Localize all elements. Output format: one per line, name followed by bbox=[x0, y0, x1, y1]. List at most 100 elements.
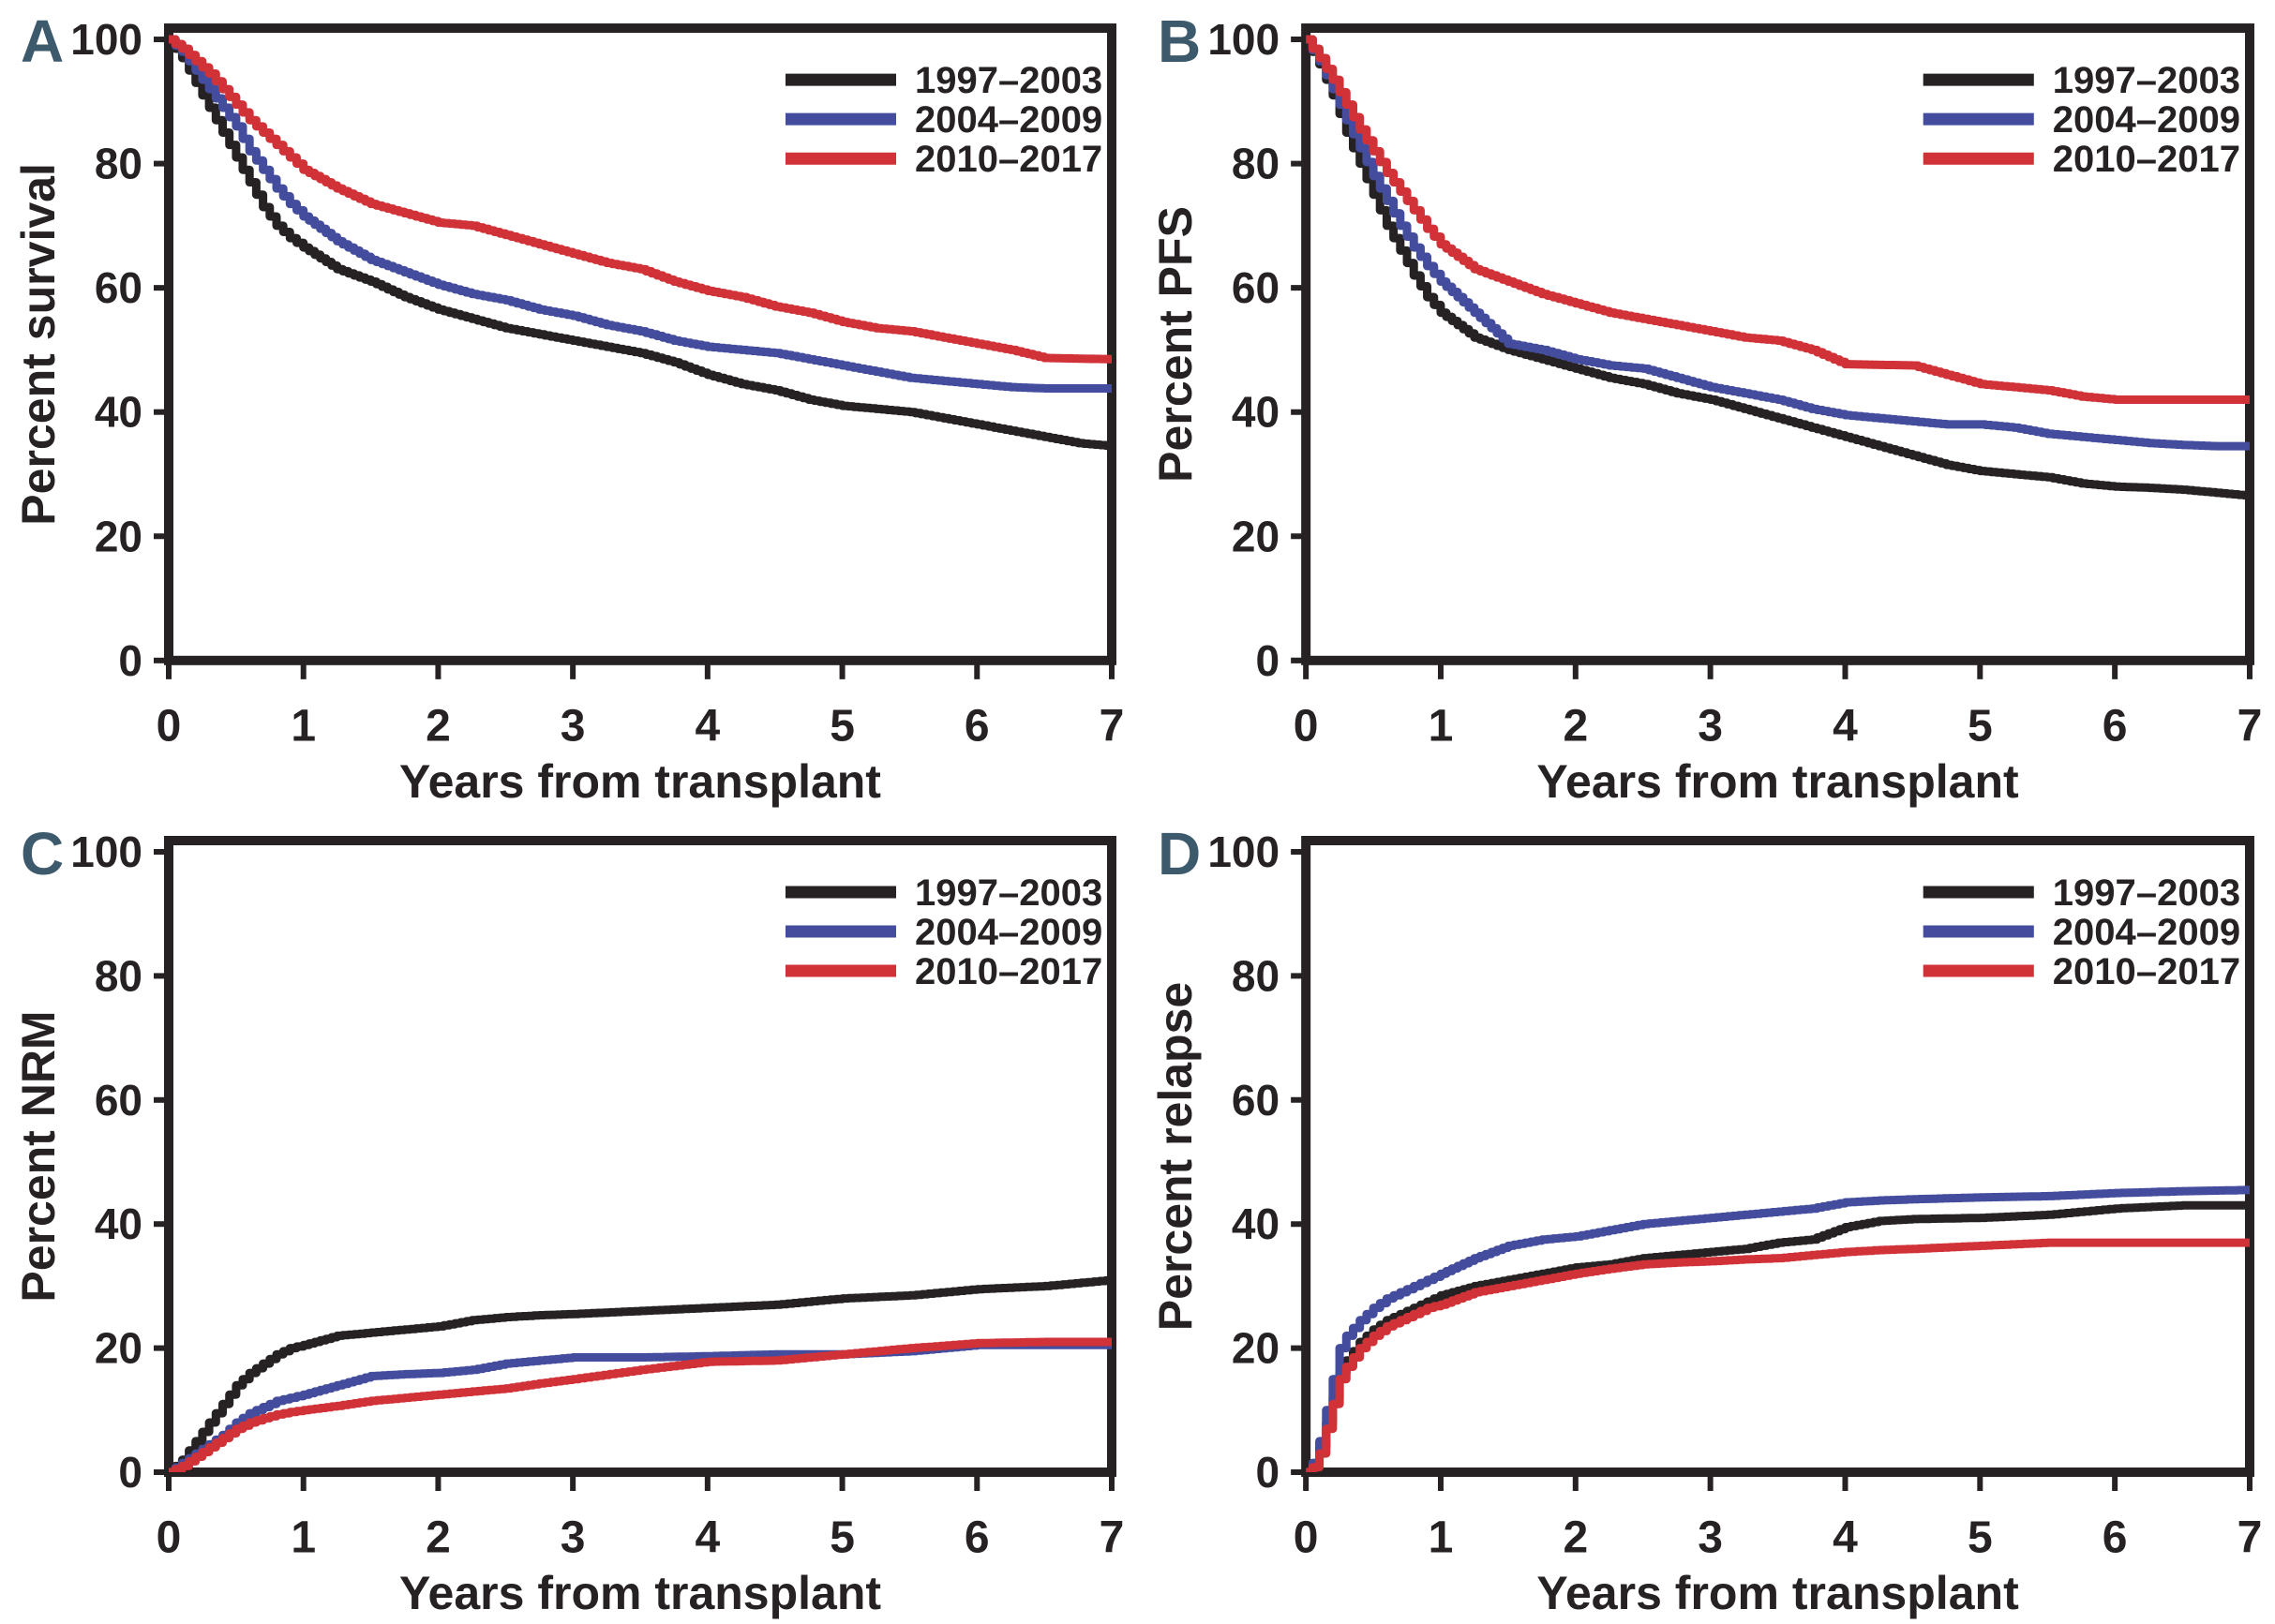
x-axis-title: Years from transplant bbox=[1536, 755, 2019, 808]
x-tick-label: 3 bbox=[561, 701, 586, 751]
y-tick-label: 60 bbox=[95, 1076, 142, 1125]
panel-d-chart: 0 20 40 60 80 100 0 1 2 3 4 5 6 7 Percent relapse Years… bbox=[1149, 827, 2263, 1619]
plot-frame bbox=[1301, 836, 2254, 1477]
panel-c-letter: C bbox=[21, 820, 65, 887]
panel-d: D 0 20 40 60 80 100 0 1 2 3 4 5 6 7 Percent relapse Yea… bbox=[1137, 812, 2275, 1624]
x-tick-label: 5 bbox=[1968, 1513, 1993, 1563]
y-tick-label: 60 bbox=[1232, 1076, 1280, 1125]
panel-a: A 0 20 40 60 80 100 0 1 2 3 4 5 6 7 Percent survival Ye… bbox=[0, 0, 1137, 812]
y-axis-title: Percent NRM bbox=[12, 1010, 65, 1302]
x-tick-label: 7 bbox=[1100, 701, 1125, 751]
x-tick-label: 4 bbox=[1833, 1513, 1858, 1563]
legend-label: 2010–2017 bbox=[915, 139, 1102, 180]
x-tick-label: 3 bbox=[1698, 1513, 1723, 1563]
x-tick-label: 2 bbox=[1563, 701, 1588, 751]
y-tick-label: 40 bbox=[1232, 1199, 1280, 1248]
km-curve bbox=[169, 1275, 1112, 1472]
legend-label: 1997–2003 bbox=[2053, 60, 2240, 101]
x-tick-label: 7 bbox=[2238, 1513, 2263, 1563]
y-tick-label: 20 bbox=[95, 1324, 142, 1373]
x-tick-label: 2 bbox=[426, 1513, 451, 1563]
legend-label: 2010–2017 bbox=[2053, 951, 2240, 992]
y-tick-label: 100 bbox=[1207, 15, 1280, 64]
legend-label: 1997–2003 bbox=[915, 60, 1102, 101]
x-axis-title: Years from transplant bbox=[399, 755, 881, 808]
legend-label: 1997–2003 bbox=[915, 872, 1102, 914]
x-tick-label: 5 bbox=[830, 701, 855, 751]
km-curve bbox=[1306, 1185, 2250, 1472]
x-tick-label: 5 bbox=[1968, 701, 1993, 751]
y-tick-label: 80 bbox=[95, 140, 142, 188]
x-tick-label: 3 bbox=[1698, 701, 1723, 751]
panel-d-letter: D bbox=[1158, 820, 1202, 887]
y-tick-label: 60 bbox=[95, 263, 142, 312]
y-tick-label: 0 bbox=[1256, 636, 1280, 685]
x-axis-title: Years from transplant bbox=[399, 1567, 881, 1619]
panel-b-chart: 0 20 40 60 80 100 0 1 2 3 4 5 6 7 Percent PFS Years fro… bbox=[1149, 15, 2263, 808]
y-axis-title: Percent relapse bbox=[1149, 982, 1202, 1331]
plot-frame bbox=[164, 23, 1116, 665]
panel-a-letter: A bbox=[21, 7, 65, 75]
x-tick-label: 3 bbox=[561, 1513, 586, 1563]
legend-label: 2004–2009 bbox=[915, 99, 1102, 141]
y-tick-label: 0 bbox=[1256, 1448, 1280, 1497]
x-tick-label: 0 bbox=[157, 701, 182, 751]
plot-frame bbox=[164, 836, 1116, 1477]
x-tick-label: 4 bbox=[1833, 701, 1858, 751]
x-tick-label: 0 bbox=[1294, 701, 1319, 751]
y-tick-label: 40 bbox=[1232, 388, 1280, 437]
y-tick-label: 20 bbox=[95, 512, 142, 560]
km-curve bbox=[1306, 1200, 2250, 1472]
y-tick-label: 40 bbox=[95, 388, 142, 437]
panel-c-chart: 0 20 40 60 80 100 0 1 2 3 4 5 6 7 Percent NRM Years fro… bbox=[12, 827, 1124, 1619]
km-curve bbox=[169, 35, 1112, 393]
y-tick-label: 0 bbox=[118, 1448, 142, 1497]
y-tick-label: 20 bbox=[1232, 1324, 1280, 1373]
y-tick-label: 100 bbox=[70, 15, 142, 64]
x-tick-label: 6 bbox=[2103, 701, 2128, 751]
x-tick-label: 1 bbox=[291, 701, 316, 751]
panel-b-letter: B bbox=[1158, 7, 1202, 75]
y-tick-label: 40 bbox=[95, 1199, 142, 1248]
x-tick-label: 2 bbox=[426, 701, 451, 751]
x-tick-label: 1 bbox=[1429, 1513, 1454, 1563]
legend-label: 2004–2009 bbox=[2053, 912, 2240, 953]
panel-b: B 0 20 40 60 80 100 0 1 2 3 4 5 6 7 Percent PFS Years f… bbox=[1137, 0, 2275, 812]
y-tick-label: 80 bbox=[95, 951, 142, 1000]
x-tick-label: 5 bbox=[830, 1513, 855, 1563]
x-tick-label: 4 bbox=[696, 1513, 721, 1563]
x-tick-label: 6 bbox=[965, 1513, 990, 1563]
y-tick-label: 80 bbox=[1232, 140, 1280, 188]
km-curve bbox=[169, 35, 1112, 451]
km-curve bbox=[169, 1337, 1112, 1472]
km-curve bbox=[1306, 1238, 2250, 1472]
y-tick-label: 100 bbox=[70, 827, 142, 876]
y-tick-label: 0 bbox=[118, 636, 142, 685]
y-axis-title: Percent survival bbox=[12, 163, 65, 526]
x-axis-title: Years from transplant bbox=[1536, 1567, 2019, 1619]
y-axis-title: Percent PFS bbox=[1149, 206, 1202, 483]
x-tick-label: 0 bbox=[1294, 1513, 1319, 1563]
km-curve bbox=[1306, 35, 2250, 404]
x-tick-label: 6 bbox=[965, 701, 990, 751]
x-tick-label: 1 bbox=[1429, 701, 1454, 751]
panel-a-chart: 0 20 40 60 80 100 0 1 2 3 4 5 6 7 Percent survival Year… bbox=[12, 15, 1125, 808]
legend-label: 2010–2017 bbox=[915, 951, 1102, 992]
panel-c: C 0 20 40 60 80 100 0 1 2 3 4 5 6 7 Percent NRM Years f… bbox=[0, 812, 1137, 1624]
km-curve bbox=[169, 35, 1112, 364]
y-tick-label: 60 bbox=[1232, 263, 1280, 312]
y-tick-label: 100 bbox=[1207, 827, 1280, 876]
y-tick-label: 20 bbox=[1232, 512, 1280, 560]
legend-label: 2004–2009 bbox=[2053, 99, 2240, 141]
legend-label: 2010–2017 bbox=[2053, 139, 2240, 180]
x-tick-label: 1 bbox=[291, 1513, 316, 1563]
x-tick-label: 0 bbox=[157, 1513, 182, 1563]
x-tick-label: 6 bbox=[2103, 1513, 2128, 1563]
legend-label: 2004–2009 bbox=[915, 912, 1102, 953]
legend-label: 1997–2003 bbox=[2053, 872, 2240, 914]
x-tick-label: 7 bbox=[2238, 701, 2263, 751]
km-curve bbox=[1306, 35, 2250, 500]
x-tick-label: 2 bbox=[1563, 1513, 1588, 1563]
x-tick-label: 4 bbox=[696, 701, 721, 751]
